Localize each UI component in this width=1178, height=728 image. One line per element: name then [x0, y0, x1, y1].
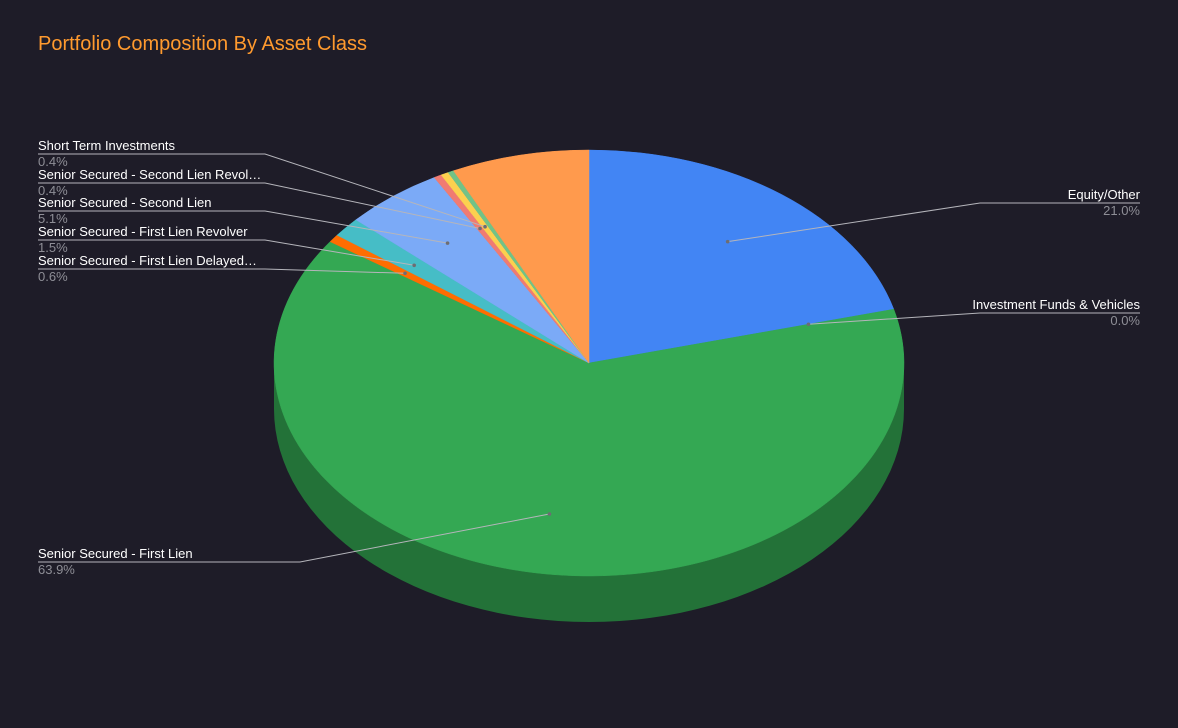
pie-side-senior-secured-first-lien-2	[274, 363, 904, 622]
leader-line-senior-secured-first-lien-revolver	[38, 239, 415, 266]
leader-line-investment-funds-vehicles	[808, 312, 1140, 325]
slice-percent-short-term-investments: 0.4%	[38, 154, 68, 169]
slice-label-senior-secured-second-lien: Senior Secured - Second Lien	[38, 195, 211, 210]
pie-slice-equity-other-0[interactable]	[588, 149, 895, 364]
pie-slice-unlabeled-9[interactable]	[453, 149, 590, 364]
slice-label-senior-secured-first-lien: Senior Secured - First Lien	[38, 546, 193, 561]
slice-label-short-term-investments: Short Term Investments	[38, 138, 176, 153]
pie-sides	[274, 363, 904, 622]
leader-line-senior-secured-second-lien	[38, 210, 448, 244]
leader-dot-investment-funds-vehicles	[806, 322, 811, 327]
slice-percent-senior-secured-first-lien-delayed: 0.6%	[38, 269, 68, 284]
pie-tops	[273, 149, 905, 577]
leader-line-equity-other	[727, 202, 1140, 243]
slice-percent-investment-funds-vehicles: 0.0%	[1110, 313, 1140, 328]
slice-label-equity-other: Equity/Other	[1068, 187, 1141, 202]
leader-dot-short-term-investments	[483, 224, 487, 229]
leader-line-short-term-investments	[38, 153, 486, 228]
leader-dot-senior-secured-first-lien	[547, 512, 552, 516]
leader-line-senior-secured-second-lien-revol	[38, 182, 481, 229]
leader-line-senior-secured-first-lien-delayed	[38, 268, 406, 274]
leader-dot-equity-other	[725, 239, 730, 244]
slice-percent-senior-secured-first-lien: 63.9%	[38, 562, 75, 577]
slice-label-senior-secured-second-lien-revol: Senior Secured - Second Lien Revol…	[38, 167, 261, 182]
leader-line-senior-secured-first-lien	[38, 513, 550, 563]
slice-percent-senior-secured-second-lien-revol: 0.4%	[38, 183, 68, 198]
pie-slice-senior-secured-first-lien-2[interactable]	[273, 241, 905, 577]
leader-dot-senior-secured-second-lien-revol	[478, 226, 482, 231]
slice-percent-senior-secured-second-lien: 5.1%	[38, 211, 68, 226]
slice-percent-senior-secured-first-lien-revolver: 1.5%	[38, 240, 68, 255]
slice-label-senior-secured-first-lien-revolver: Senior Secured - First Lien Revolver	[38, 224, 248, 239]
leader-dot-senior-secured-first-lien-revolver	[412, 263, 416, 268]
chart-title: Portfolio Composition By Asset Class	[38, 33, 368, 55]
slice-label-senior-secured-first-lien-delayed: Senior Secured - First Lien Delayed…	[38, 253, 257, 268]
slice-label-investment-funds-vehicles: Investment Funds & Vehicles	[972, 297, 1140, 312]
leader-dot-senior-secured-first-lien-delayed	[403, 271, 407, 276]
slice-percent-equity-other: 21.0%	[1103, 203, 1140, 218]
leader-dot-senior-secured-second-lien	[445, 241, 450, 245]
